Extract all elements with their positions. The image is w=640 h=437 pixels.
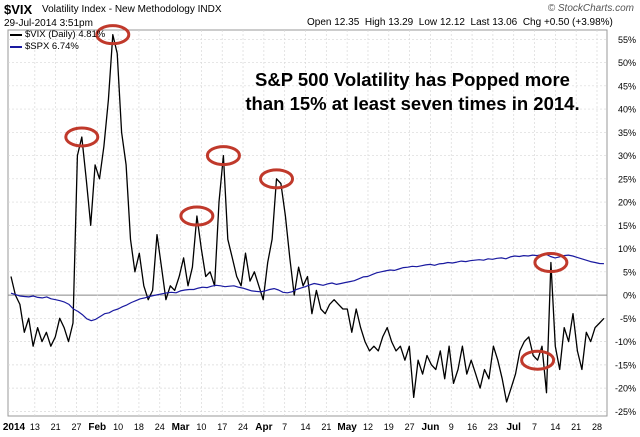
x-tick-label: 24 — [238, 422, 248, 432]
legend-item-spx: $SPX 6.74% — [10, 41, 105, 53]
spike-highlight-ellipse — [259, 168, 295, 190]
x-tick-label: 27 — [71, 422, 81, 432]
y-tick-label: 5% — [623, 267, 636, 277]
y-tick-label: 10% — [618, 244, 636, 254]
x-tick-label: 12 — [363, 422, 373, 432]
spike-highlight-ellipse — [520, 349, 556, 371]
chg-label: Chg — [522, 17, 542, 28]
legend: $VIX (Daily) 4.81% $SPX 6.74% — [10, 29, 105, 53]
x-tick-label: 21 — [571, 422, 581, 432]
description: Volatility Index - New Methodology INDX — [42, 4, 222, 15]
description-text: Volatility Index - New Methodology — [42, 4, 195, 15]
vix-series-line — [10, 34, 605, 403]
x-tick-label: 28 — [592, 422, 602, 432]
high-value: 13.29 — [388, 17, 414, 28]
low-value: 12.12 — [439, 17, 465, 28]
timestamp: 29-Jul-2014 3:51pm — [4, 18, 93, 29]
x-tick-label: 7 — [532, 422, 537, 432]
spike-highlight-ellipse — [95, 24, 131, 46]
spike-highlight-ellipse — [64, 126, 100, 148]
high-label: High — [364, 17, 386, 28]
x-tick-label: 13 — [30, 422, 40, 432]
spike-highlight-ellipse — [179, 205, 215, 227]
y-tick-label: -5% — [620, 314, 636, 324]
open-value: 12.35 — [334, 17, 360, 28]
y-tick-label: 50% — [618, 58, 636, 68]
x-tick-label: 7 — [282, 422, 287, 432]
legend-label-vix: $VIX (Daily) 4.81% — [25, 29, 106, 40]
last-value: 13.06 — [492, 17, 518, 28]
legend-swatch-spx — [10, 46, 22, 48]
y-tick-label: 15% — [618, 221, 636, 231]
legend-swatch-vix — [10, 34, 22, 36]
y-tick-label: 40% — [618, 105, 636, 115]
y-tick-label: 30% — [618, 151, 636, 161]
x-tick-label: 2014 — [3, 422, 26, 433]
y-tick-label: -20% — [615, 384, 636, 394]
x-tick-label: 21 — [321, 422, 331, 432]
y-tick-label: 20% — [618, 198, 636, 208]
y-tick-label: -15% — [615, 360, 636, 370]
spike-highlight-ellipse — [205, 145, 241, 167]
x-tick-label: 17 — [217, 422, 227, 432]
quote-bar: Open 12.35 High 13.29 Low 12.12 Last 13.… — [307, 17, 613, 28]
y-tick-label: 35% — [618, 128, 636, 138]
open-label: Open — [307, 17, 332, 28]
x-tick-label: 14 — [550, 422, 560, 432]
y-tick-label: -25% — [615, 407, 636, 417]
x-tick-label: 24 — [155, 422, 165, 432]
legend-label-spx: $SPX 6.74% — [25, 41, 79, 52]
symbol: $VIX — [4, 2, 33, 17]
x-tick-label: 10 — [113, 422, 123, 432]
x-tick-label: 21 — [51, 422, 61, 432]
x-tick-label: 14 — [300, 422, 310, 432]
y-tick-label: -10% — [615, 337, 636, 347]
annotation-line-2: than 15% at least seven times in 2014. — [245, 93, 580, 114]
x-tick-label: 10 — [196, 422, 206, 432]
x-tick-label: Jul — [506, 422, 521, 433]
spike-highlight-ellipse — [533, 252, 569, 274]
y-tick-label: 55% — [618, 35, 636, 45]
x-tick-label: 18 — [134, 422, 144, 432]
x-tick-label: Jun — [422, 422, 440, 433]
annotation-line-1: S&P 500 Volatility has Popped more — [255, 69, 570, 90]
y-tick-label: 0% — [623, 291, 636, 301]
credit: © StockCharts.com — [547, 3, 634, 14]
x-tick-label: 23 — [488, 422, 498, 432]
low-label: Low — [418, 17, 438, 28]
plot-frame — [7, 29, 608, 417]
x-tick-label: 9 — [449, 422, 454, 432]
x-tick-label: 27 — [405, 422, 415, 432]
x-tick-label: Feb — [88, 422, 106, 433]
last-label: Last — [470, 17, 490, 28]
x-tick-label: Apr — [255, 422, 272, 433]
y-tick-label: 45% — [618, 81, 636, 91]
y-tick-label: 25% — [618, 174, 636, 184]
chg-value: +0.50 (+3.98%) — [543, 17, 613, 28]
x-tick-label: May — [337, 422, 357, 433]
legend-item-vix: $VIX (Daily) 4.81% — [10, 29, 105, 41]
spx-series-line — [10, 253, 605, 322]
x-tick-label: Mar — [172, 422, 190, 433]
x-tick-label: 19 — [384, 422, 394, 432]
x-tick-label: 16 — [467, 422, 477, 432]
exchange-text: INDX — [197, 4, 222, 15]
chart-annotation: S&P 500 Volatility has Popped more than … — [215, 68, 610, 116]
